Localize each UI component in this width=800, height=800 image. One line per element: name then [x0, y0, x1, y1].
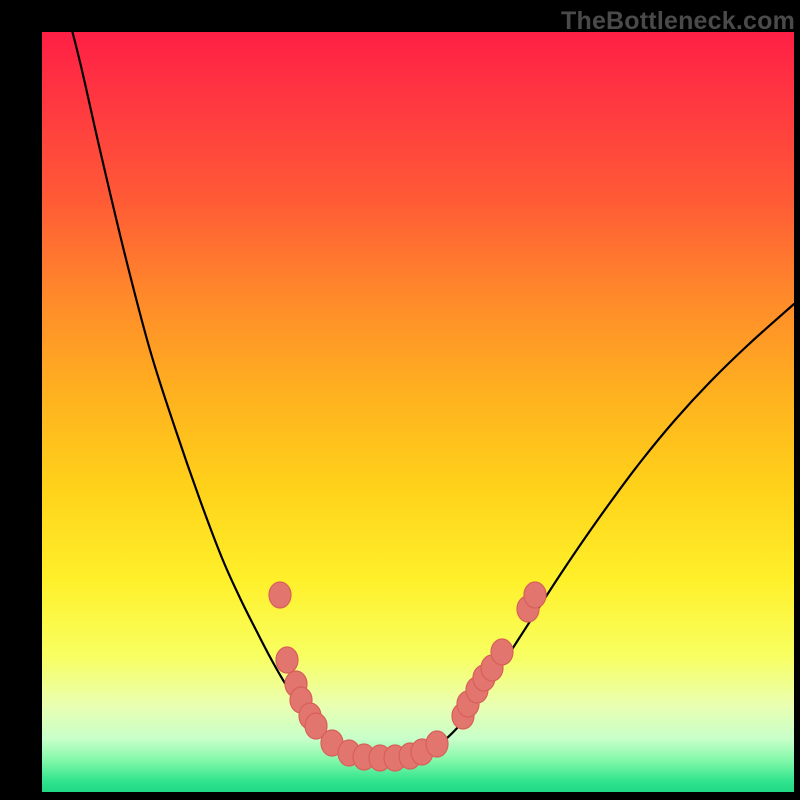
chart-svg	[42, 32, 794, 792]
data-marker	[426, 731, 448, 757]
data-marker	[524, 582, 546, 608]
data-marker	[269, 582, 291, 608]
outer-frame: TheBottleneck.com	[0, 0, 800, 800]
bottleneck-curve	[64, 32, 794, 760]
plot-area	[42, 32, 794, 792]
data-marker	[491, 639, 513, 665]
data-marker	[276, 647, 298, 673]
watermark-text: TheBottleneck.com	[561, 7, 795, 36]
marker-group	[269, 582, 546, 771]
